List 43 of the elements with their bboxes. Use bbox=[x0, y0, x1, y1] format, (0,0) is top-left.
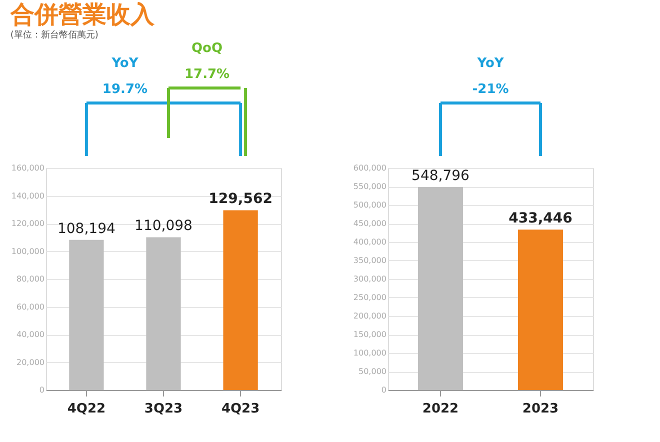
x-tick-label: 4Q22 bbox=[67, 402, 106, 416]
y-tick-label: 100,000 bbox=[11, 246, 44, 256]
text: YoY bbox=[110, 56, 139, 71]
y-tick-label: 350,000 bbox=[353, 256, 386, 265]
bar bbox=[69, 240, 104, 390]
y-tick-label: 40,000 bbox=[16, 330, 44, 339]
y-tick-label: 0 bbox=[39, 386, 44, 394]
data-label: 110,098 bbox=[134, 218, 192, 234]
text: QoQ bbox=[192, 41, 223, 56]
data-label: 129,562 bbox=[208, 191, 272, 208]
data-label: 108,194 bbox=[58, 220, 116, 237]
y-tick-label: 450,000 bbox=[353, 219, 386, 228]
y-tick-label: 300,000 bbox=[353, 274, 386, 284]
y-tick-label: 600,000 bbox=[353, 164, 386, 172]
x-tick-label: 2022 bbox=[422, 402, 459, 416]
data-label: 433,446 bbox=[508, 210, 572, 227]
text: 17.7% bbox=[184, 67, 230, 82]
y-tick-label: 100,000 bbox=[353, 348, 386, 358]
y-tick-label: 0 bbox=[381, 386, 386, 394]
bar bbox=[146, 237, 181, 390]
y-tick-label: 200,000 bbox=[353, 312, 386, 320]
text: 19.7% bbox=[102, 82, 148, 97]
y-tick-label: 50,000 bbox=[358, 367, 386, 376]
y-tick-label: 550,000 bbox=[353, 182, 386, 191]
text: -21% bbox=[472, 82, 509, 97]
y-tick-label: 500,000 bbox=[353, 200, 386, 210]
bar bbox=[223, 210, 258, 390]
text: YoY bbox=[476, 56, 504, 71]
data-label: 548,796 bbox=[412, 168, 470, 184]
x-tick-label: 2023 bbox=[522, 402, 559, 416]
y-tick-label: 160,000 bbox=[11, 164, 44, 172]
y-tick-label: 140,000 bbox=[11, 191, 44, 200]
y-tick-label: 60,000 bbox=[16, 302, 44, 312]
chart-subtitle: (單位：新台幣佰萬元) bbox=[10, 30, 98, 40]
y-tick-label: 20,000 bbox=[16, 358, 44, 367]
x-tick-label: 4Q23 bbox=[221, 402, 260, 416]
y-tick-label: 150,000 bbox=[353, 330, 386, 339]
x-tick-label: 3Q23 bbox=[144, 402, 183, 416]
y-tick-label: 250,000 bbox=[353, 293, 386, 302]
chart-title: 合併營業收入 bbox=[9, 0, 156, 28]
y-tick-label: 400,000 bbox=[353, 238, 386, 246]
y-tick-label: 120,000 bbox=[11, 219, 44, 228]
y-tick-label: 80,000 bbox=[16, 274, 44, 284]
